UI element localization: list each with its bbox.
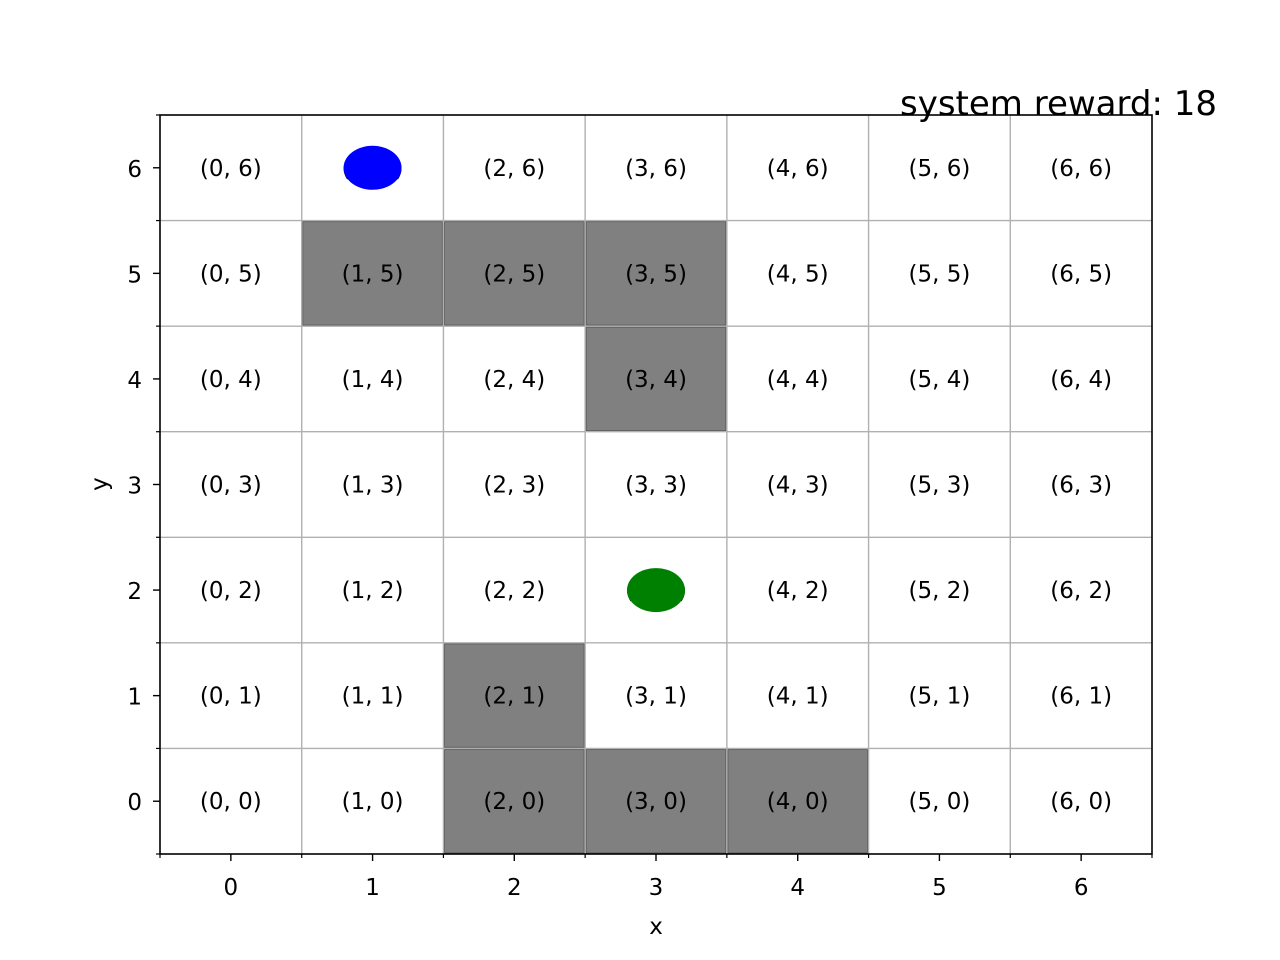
x-tick-label: 1 [365,875,380,901]
cell-label: (3, 1) [625,684,687,710]
cell-label: (2, 3) [483,473,545,499]
agent-marker [627,568,685,613]
y-tick-label: 5 [127,262,142,288]
y-tick-label: 4 [127,368,142,394]
grid-lines [160,115,1152,854]
cell-label: (1, 3) [342,473,404,499]
cell-label: (4, 0) [767,789,829,815]
x-tick-label: 3 [649,875,664,901]
cell-label: (5, 1) [909,684,971,710]
cell-label: (4, 6) [767,156,829,182]
cell-label: (4, 5) [767,261,829,287]
cell-label: (6, 4) [1050,367,1112,393]
obstacle-cell [585,326,727,432]
x-tick-label: 6 [1074,875,1089,901]
cell-label: (3, 5) [625,261,687,287]
cell-label: (0, 4) [200,367,262,393]
cell-label: (2, 4) [483,367,545,393]
cell-label: (5, 4) [909,367,971,393]
obstacle-cell [443,220,585,326]
cell-label: (5, 2) [909,578,971,604]
cell-label: (6, 1) [1050,684,1112,710]
obstacles-layer [302,220,869,854]
cell-label: (2, 6) [483,156,545,182]
cell-label: (5, 0) [909,789,971,815]
x-axis-label: x [649,914,663,940]
y-tick-label: 3 [127,474,142,500]
cell-label: (3, 6) [625,156,687,182]
y-tick-label: 2 [127,579,142,605]
cell-label: (6, 5) [1050,261,1112,287]
cell-label: (2, 5) [483,261,545,287]
cell-label: (2, 2) [483,578,545,604]
cell-labels: (0, 0) (1, 0) (2, 0) (3, 0) (4, 0) (5, 0) (6, … [200,156,1112,815]
cell-label: (4, 4) [767,367,829,393]
obstacle-cell [302,220,444,326]
agents-layer [343,145,685,613]
cell-label: (5, 5) [909,261,971,287]
cell-label: (0, 5) [200,261,262,287]
obstacle-cell [443,748,585,854]
cell-label: (6, 0) [1050,789,1112,815]
obstacle-cell [443,643,585,749]
cell-label: (3, 3) [625,473,687,499]
obstacle-cell [585,748,727,854]
x-tick-label: 0 [224,875,239,901]
cell-label: (0, 3) [200,473,262,499]
cell-label: (4, 2) [767,578,829,604]
cell-label: (0, 6) [200,156,262,182]
system-reward-text: system reward: 18 [900,84,1217,124]
obstacle-cell [585,220,727,326]
cell-label: (2, 0) [483,789,545,815]
cell-label: (2, 1) [483,684,545,710]
y-tick-label: 6 [127,157,142,183]
cell-label: (3, 4) [625,367,687,393]
cell-label: (6, 2) [1050,578,1112,604]
cell-label: (1, 5) [342,261,404,287]
cell-label: (4, 1) [767,684,829,710]
cell-label: (1, 0) [342,789,404,815]
cell-label: (1, 4) [342,367,404,393]
cell-label: (0, 1) [200,684,262,710]
x-tick-label: 2 [507,875,522,901]
cell-label: (6, 3) [1050,473,1112,499]
cell-label: (1, 1) [342,684,404,710]
y-tick-label: 1 [127,685,142,711]
cell-label: (3, 0) [625,789,687,815]
obstacle-cell [727,748,869,854]
axis-ticks: 0 1 2 3 4 5 6 0 1 2 3 4 5 6 [127,114,1153,901]
agent-marker [343,145,402,190]
cell-label: (0, 2) [200,578,262,604]
x-tick-label: 5 [932,875,947,901]
x-tick-label: 4 [790,875,805,901]
y-axis-label: y [87,477,113,491]
cell-label: (5, 6) [909,156,971,182]
y-tick-label: 0 [127,790,142,816]
cell-label: (1, 2) [342,578,404,604]
cell-label: (4, 3) [767,473,829,499]
cell-label: (0, 0) [200,789,262,815]
cell-label: (5, 3) [909,473,971,499]
cell-label: (6, 6) [1050,156,1112,182]
